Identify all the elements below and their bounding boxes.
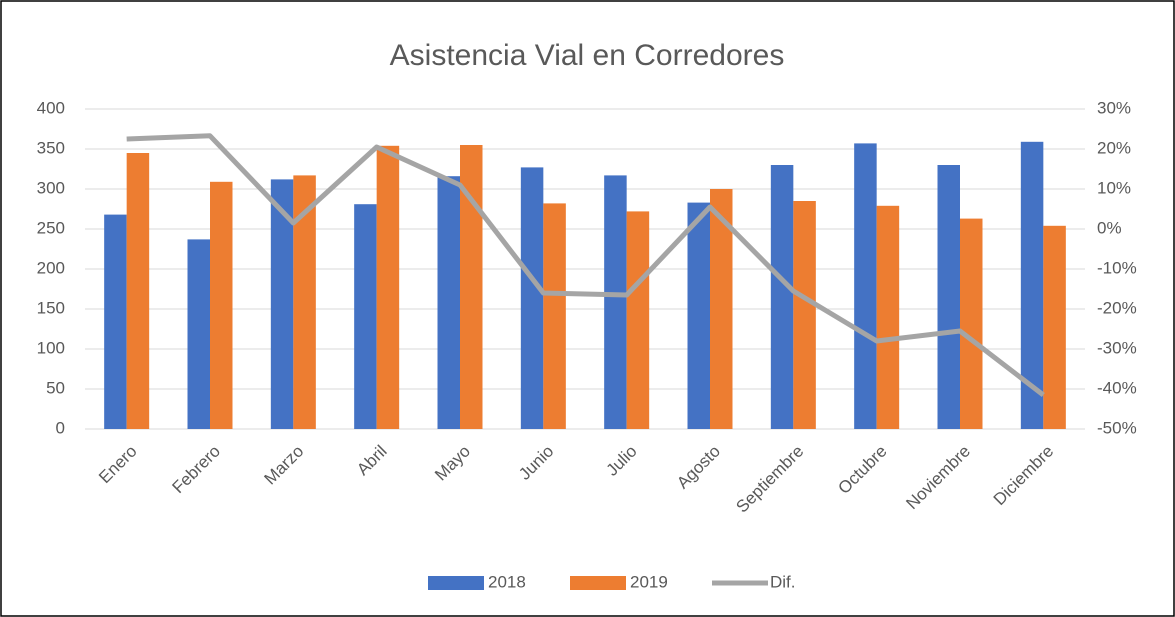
y2-tick-label: -10% — [1097, 258, 1137, 277]
bar — [793, 201, 816, 429]
y-tick-label: 100 — [37, 338, 65, 357]
y-tick-label: 0 — [56, 418, 65, 437]
y-tick-label: 350 — [37, 138, 65, 157]
y-tick-label: 400 — [37, 98, 65, 117]
y-tick-label: 250 — [37, 218, 65, 237]
bar — [604, 175, 627, 429]
bar — [270, 179, 294, 429]
bar — [1020, 141, 1044, 430]
bar — [960, 218, 983, 429]
y2-tick-label: -50% — [1097, 418, 1137, 437]
bar — [543, 203, 566, 429]
bar — [376, 145, 400, 430]
y2-tick-label: 20% — [1097, 138, 1131, 157]
bar — [626, 211, 650, 429]
bar — [104, 214, 127, 429]
y2-tick-label: 30% — [1097, 98, 1131, 117]
bar — [520, 167, 544, 429]
bar — [210, 181, 233, 429]
legend-swatch — [570, 576, 626, 590]
bar — [876, 205, 900, 429]
bar — [126, 153, 150, 429]
bar — [187, 239, 210, 429]
bar — [687, 202, 710, 429]
bar — [460, 145, 483, 429]
bar — [293, 175, 316, 429]
y2-tick-label: -30% — [1097, 338, 1137, 357]
bar — [710, 189, 733, 429]
line — [126, 133, 1045, 397]
chart-title: Asistencia Vial en Corredores — [390, 39, 785, 72]
y-tick-label: 300 — [37, 178, 65, 197]
legend-swatch — [428, 576, 484, 590]
bar — [1043, 225, 1066, 429]
bar — [354, 204, 377, 429]
legend-label: Dif. — [770, 572, 796, 591]
y-tick-label: 50 — [46, 378, 65, 397]
y2-tick-label: -40% — [1097, 378, 1137, 397]
bar — [937, 165, 960, 429]
y2-tick-label: 0% — [1097, 218, 1122, 237]
y-tick-label: 150 — [37, 298, 65, 317]
legend-label: 2018 — [488, 572, 526, 591]
bar — [854, 143, 877, 429]
legend-label: 2019 — [630, 572, 668, 591]
y-tick-label: 200 — [37, 258, 65, 277]
bar — [437, 176, 460, 429]
y2-tick-label: -20% — [1097, 298, 1137, 317]
y2-tick-label: 10% — [1097, 178, 1131, 197]
bar — [770, 165, 794, 429]
